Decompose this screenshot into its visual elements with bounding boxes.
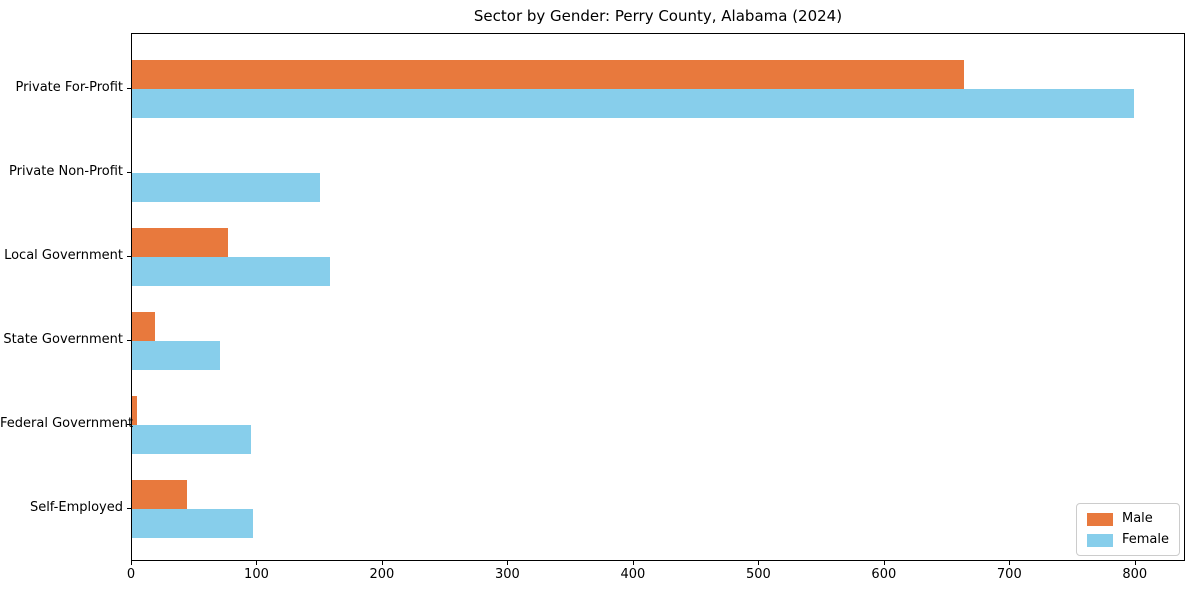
- x-tick-label: 300: [495, 567, 520, 582]
- x-tick-label: 200: [369, 567, 395, 582]
- x-tick-label: 400: [620, 567, 646, 582]
- y-tick-mark: [127, 340, 131, 341]
- plot-area: [131, 33, 1185, 561]
- x-tick-mark: [1134, 561, 1136, 565]
- y-tick-label: State Government: [3, 332, 123, 347]
- x-tick-mark: [381, 561, 383, 565]
- y-tick-mark: [127, 256, 131, 257]
- bar-male-4: [132, 312, 155, 341]
- legend-swatch-male: [1086, 512, 1113, 526]
- legend: Male Female: [1075, 503, 1180, 556]
- bar-male-6: [132, 480, 188, 509]
- y-tick-mark: [127, 508, 131, 509]
- bar-male-5: [132, 396, 137, 425]
- y-tick-label: Private For-Profit: [15, 80, 123, 95]
- x-tick-mark: [131, 561, 132, 565]
- x-tick-mark: [883, 561, 885, 565]
- legend-entry-male: Male: [1086, 511, 1169, 526]
- bar-female-2: [132, 173, 320, 202]
- x-tick-label: 0: [126, 567, 136, 582]
- y-tick-label: Local Government: [4, 248, 123, 263]
- bar-female-6: [132, 509, 254, 538]
- y-tick-mark: [127, 88, 131, 89]
- bar-male-1: [132, 60, 964, 89]
- bar-female-3: [132, 257, 330, 286]
- y-tick-mark: [127, 172, 131, 173]
- bar-male-3: [132, 228, 229, 257]
- legend-entry-female: Female: [1086, 532, 1169, 547]
- x-tick-mark: [256, 561, 258, 565]
- chart-title: Sector by Gender: Perry County, Alabama …: [473, 7, 843, 25]
- x-tick-mark: [758, 561, 760, 565]
- x-tick-label: 500: [745, 567, 771, 582]
- y-tick-label: Private Non-Profit: [9, 164, 123, 179]
- bar-female-1: [132, 89, 1134, 118]
- x-tick-mark: [507, 561, 509, 565]
- legend-label: Male: [1121, 511, 1153, 526]
- legend-label: Female: [1121, 532, 1169, 547]
- x-tick-label: 800: [1122, 567, 1148, 582]
- legend-swatch-female: [1086, 533, 1113, 547]
- y-tick-mark: [127, 424, 131, 425]
- x-tick-mark: [1009, 561, 1011, 565]
- y-tick-label: Federal Government: [0, 416, 134, 431]
- x-tick-mark: [632, 561, 634, 565]
- bar-female-4: [132, 341, 220, 370]
- x-tick-label: 600: [871, 567, 897, 582]
- bar-female-5: [132, 425, 251, 454]
- x-tick-label: 100: [244, 567, 269, 582]
- y-tick-label: Self-Employed: [29, 500, 123, 515]
- x-tick-label: 700: [996, 567, 1022, 582]
